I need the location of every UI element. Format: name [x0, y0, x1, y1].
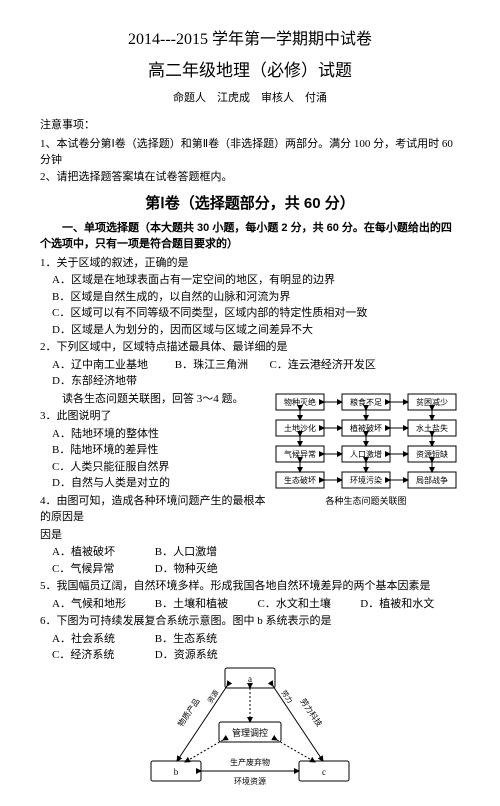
- q6-opt-c: C．经济系统: [52, 647, 152, 664]
- q6-opts-1: A．社会系统 B．生态系统: [52, 631, 460, 648]
- d1-n41: 生态破坏: [284, 475, 316, 485]
- diagram-ecology: 物种灭绝 粮食不足 贫困减少 土地沙化 植被破坏 水土盐失 气候异常: [272, 390, 460, 510]
- q1-opt-d: D．区域是人为划分的，因而区域与区域之间差异不大: [52, 322, 460, 339]
- q5-opt-a: A．气候和地形: [52, 596, 152, 613]
- q2-opts: A．辽中南工业基地 B．珠江三角洲 C．连云港经济开发区 D．东部经济地带: [52, 357, 460, 390]
- d2-a: a: [248, 674, 252, 684]
- d1-n12: 粮食不足: [350, 397, 382, 407]
- title-sub: 高二年级地理（必修）试题: [40, 58, 460, 84]
- d1-n21: 土地沙化: [284, 423, 316, 433]
- d1-n42: 环境污染: [350, 475, 382, 485]
- q5-opts: A．气候和地形 B．土壤和植被 C．水文和土壤 D．植被和水文: [52, 596, 460, 613]
- q4-opt-d: D．物种灭绝: [155, 561, 218, 578]
- q2-opt-b: B．珠江三角洲: [175, 357, 267, 374]
- q3-opt-c: C．人类只能征服自然界: [52, 459, 172, 476]
- d2-right-label: 劳力科技: [298, 696, 324, 728]
- diagram-sustainable: a b c 管理调控 物质产品 劳力科技: [145, 666, 355, 796]
- q2-opt-d: D．东部经济地带: [52, 373, 137, 390]
- q4-opt-a: A．植被破坏: [52, 544, 152, 561]
- q1-opt-b: B．区域是自然生成的，以自然的山脉和河流为界: [52, 289, 460, 306]
- q3-opts-2: C．人类只能征服自然界 D．自然与人类是对立的: [52, 459, 266, 492]
- q3-opt-d: D．自然与人类是对立的: [52, 475, 170, 492]
- q3-opts-1: A．陆地环境的整体性 B．陆地环境的差异性: [52, 426, 266, 459]
- d2-tr: 劳力: [279, 688, 294, 705]
- d2-b: b: [174, 767, 179, 777]
- q1-stem: 1．关于区域的叙述，正确的是: [40, 255, 460, 272]
- q6-stem: 6．下图为可持续发展复合系统示意图。图中 b 系统表示的是: [40, 613, 460, 630]
- d1-n11: 物种灭绝: [284, 397, 316, 407]
- q4-stem-cont: 因是: [40, 527, 266, 544]
- d2-left-label: 物质产品: [175, 696, 201, 728]
- q4-stem: 4．由图可知，造成各种环境问题产生的最根本的原因是: [40, 493, 266, 526]
- q5-opt-c: C．水文和土壤: [258, 596, 358, 613]
- title-main: 2014---2015 学年第一学期期中试卷: [40, 28, 460, 52]
- q2-opt-c: C．连云港经济开发区: [270, 357, 390, 374]
- q2-opt-a: A．辽中南工业基地: [52, 357, 172, 374]
- q4-opts-1: A．植被破坏 B．人口激增: [52, 544, 266, 561]
- q6-opts-2: C．经济系统 D．资源系统: [52, 647, 460, 664]
- d2-tl: 资源: [205, 688, 220, 705]
- d2-c: c: [322, 767, 326, 777]
- d2-bottom2: 环境资源: [234, 776, 266, 786]
- q3-lead: 读各生态问题关联图，回答 3～4 题。: [40, 391, 266, 408]
- d1-n13: 贫困减少: [416, 397, 448, 407]
- d1-n31: 气候异常: [284, 449, 316, 459]
- d2-center: 管理调控: [232, 727, 268, 738]
- q2-stem: 2．下列区域中，区域特点描述最具体、最详细的是: [40, 339, 460, 356]
- notes-line-1: 1、本试卷分第Ⅰ卷（选择题）和第Ⅱ卷（非选择题）两部分。满分 100 分，考试用…: [40, 136, 460, 169]
- q1-opt-a: A．区域是在地球表面占有一定空间的地区，有明显的边界: [52, 272, 460, 289]
- q5-stem: 5．我国幅员辽阔，自然环境多样。形成我国各地自然环境差异的两个基本因素是: [40, 578, 460, 595]
- d1-n23: 水土盐失: [416, 423, 448, 433]
- d1-n43: 局部战争: [416, 475, 448, 485]
- q5-opt-b: B．土壤和植被: [155, 596, 255, 613]
- notes-line-2: 2、请把选择题答案填在试卷答题框内。: [40, 169, 460, 186]
- q6-opt-d: D．资源系统: [155, 647, 218, 664]
- d1-n22: 植被破坏: [350, 423, 382, 433]
- q3-opt-a: A．陆地环境的整体性: [52, 426, 172, 443]
- section1-title: 第Ⅰ卷（选择题部分，共 60 分）: [40, 193, 460, 216]
- q4-opt-c: C．气候异常: [52, 561, 152, 578]
- q3-opt-b: B．陆地环境的差异性: [52, 442, 158, 459]
- d1-caption: 各种生态问题关联图: [325, 495, 406, 506]
- d1-n32: 人口激增: [350, 449, 382, 459]
- q6-opt-b: B．生态系统: [155, 631, 217, 648]
- d2-bottom1: 生产废弃物: [230, 757, 270, 767]
- section1-instr: 一、单项选择题（本大题共 30 小题，每小题 2 分，共 60 分。在每小题给出…: [40, 220, 460, 253]
- q5-opt-d: D．植被和水文: [360, 596, 434, 613]
- authors: 命题人 江虎成 审核人 付涌: [40, 90, 460, 107]
- d1-n33: 资源短缺: [416, 449, 448, 459]
- notes-head: 注意事项：: [40, 117, 460, 134]
- q4-opts-2: C．气候异常 D．物种灭绝: [52, 561, 266, 578]
- q4-opt-b: B．人口激增: [155, 544, 217, 561]
- q3-stem: 3．此图说明了: [40, 408, 266, 425]
- q6-opt-a: A．社会系统: [52, 631, 152, 648]
- q1-opt-c: C．区域可以有不同等级不同类型，区域内部的特定性质相对一致: [52, 305, 460, 322]
